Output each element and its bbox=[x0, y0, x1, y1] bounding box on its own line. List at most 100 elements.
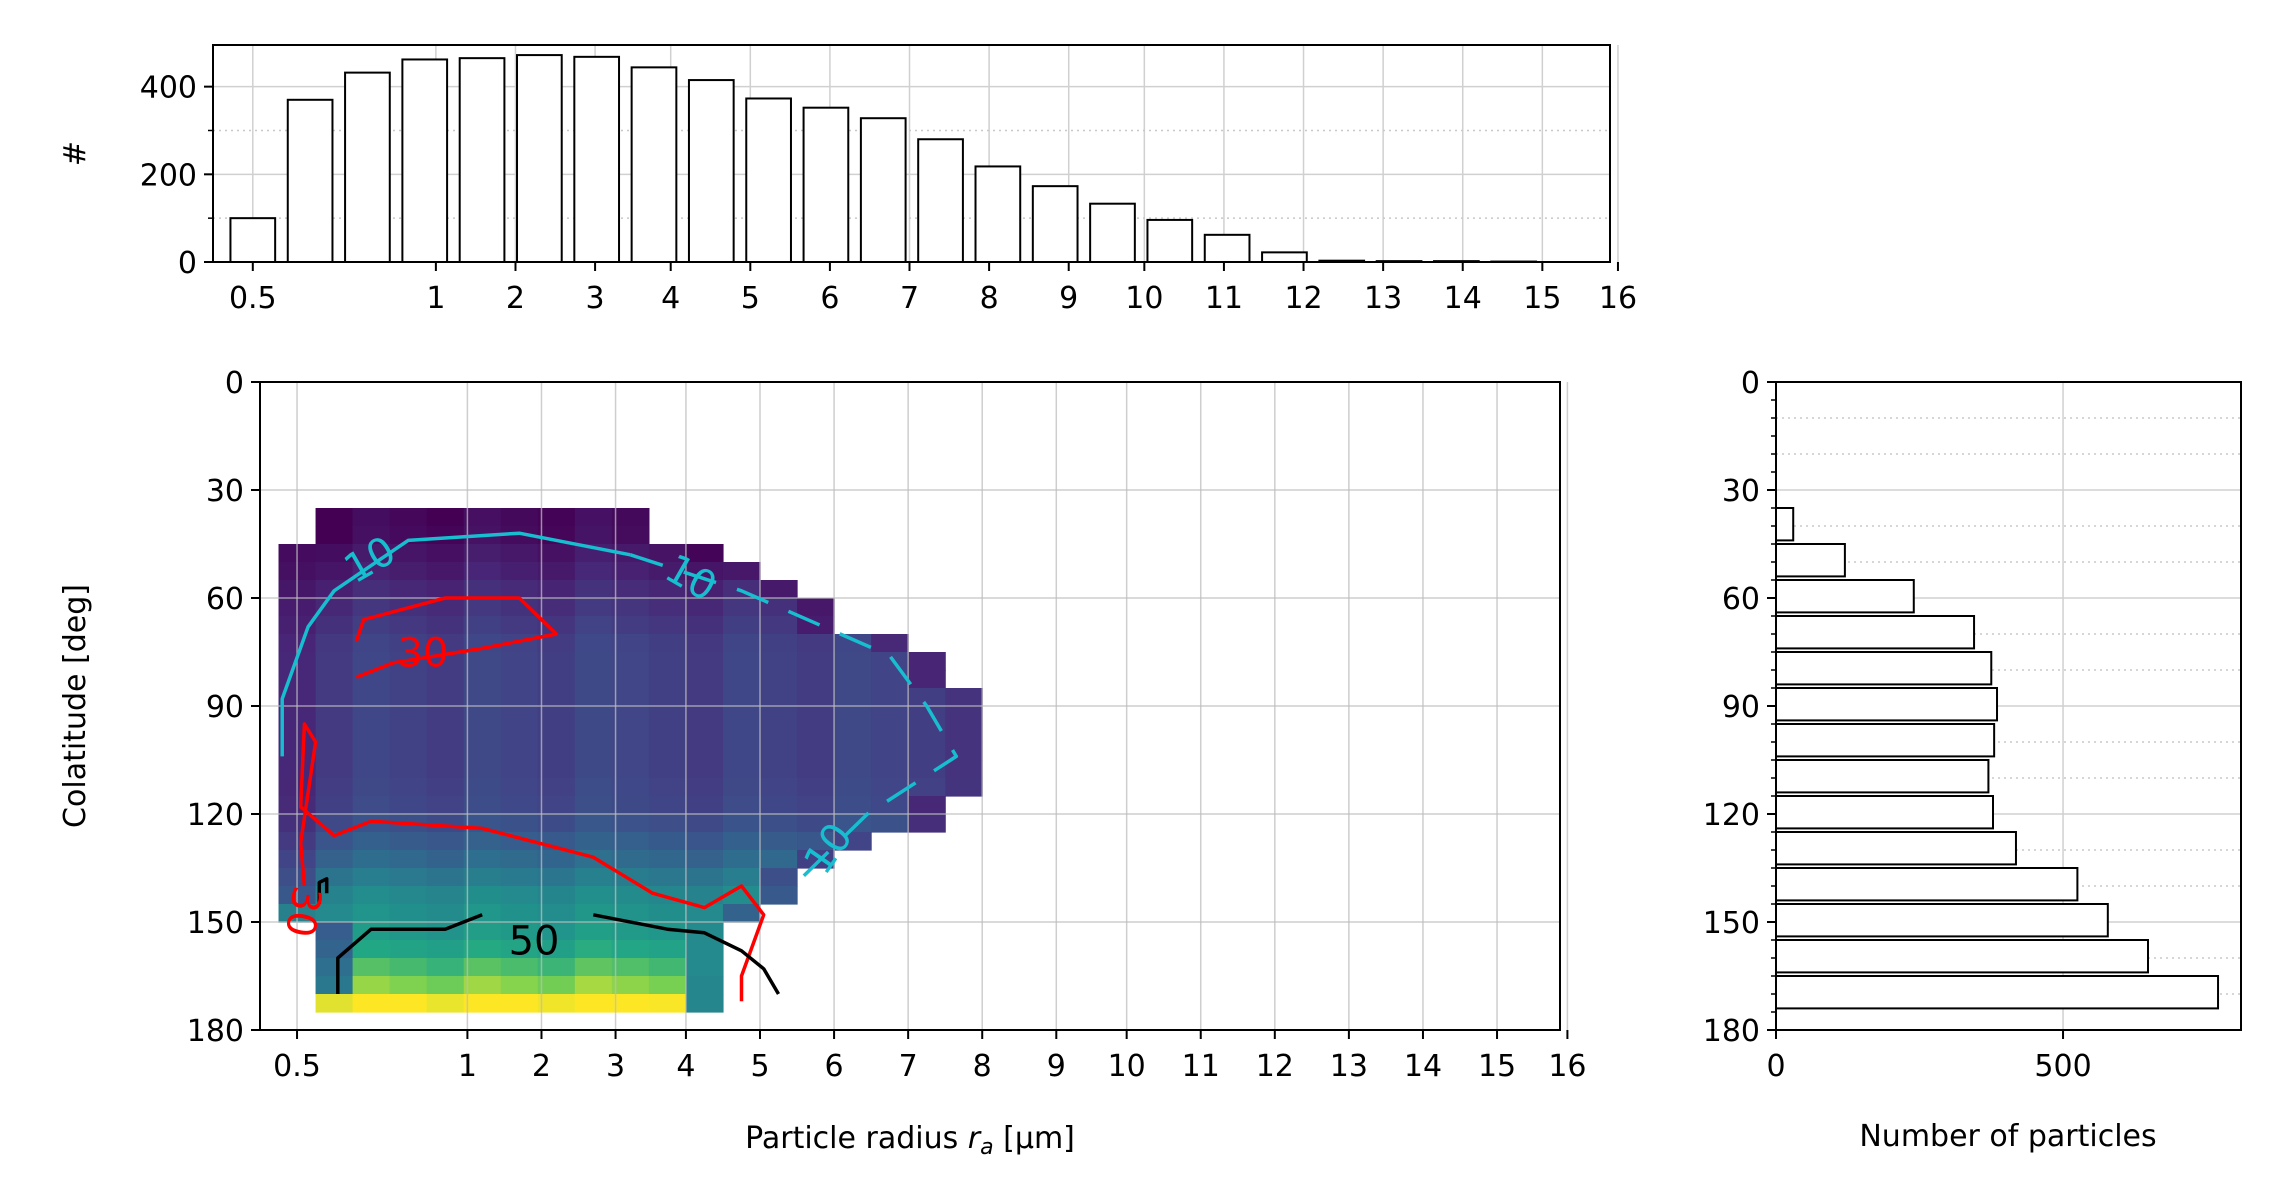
heatmap-cell bbox=[389, 562, 428, 581]
heatmap-cell bbox=[537, 508, 576, 527]
heatmap-cell bbox=[648, 850, 687, 869]
heatmap-cell bbox=[611, 580, 650, 599]
heatmap-cell bbox=[389, 904, 428, 923]
heatmap-cell bbox=[574, 706, 613, 725]
right-bar bbox=[1775, 795, 1994, 830]
heatmap-cell bbox=[315, 742, 354, 761]
heatmap-cell bbox=[389, 688, 428, 707]
contour-line-30 bbox=[317, 877, 329, 904]
heatmap-cell bbox=[463, 832, 502, 851]
heatmap-cell bbox=[722, 562, 761, 581]
heatmap-cell bbox=[537, 724, 576, 743]
heatmap-cell bbox=[352, 868, 391, 887]
heatmap-cell bbox=[797, 652, 835, 671]
contour-line-10 bbox=[629, 553, 959, 881]
right-bar bbox=[1775, 939, 2149, 974]
heatmap-cell bbox=[611, 526, 650, 545]
heatmap-cell bbox=[574, 598, 613, 617]
heatmap-cell bbox=[760, 580, 798, 599]
heatmap-cell bbox=[315, 616, 354, 635]
main-x-tick-label: 6 bbox=[825, 1049, 844, 1084]
contour-line-10 bbox=[280, 531, 631, 757]
heatmap-cell bbox=[500, 778, 539, 797]
heatmap-cell bbox=[500, 508, 539, 527]
heatmap-cell bbox=[797, 796, 835, 815]
top-bar bbox=[1203, 233, 1251, 264]
heatmap-cell bbox=[500, 760, 539, 779]
heatmap-cell bbox=[722, 904, 761, 923]
heatmap-cell bbox=[648, 940, 687, 959]
heatmap-cell bbox=[352, 814, 391, 833]
heatmap-cell bbox=[722, 796, 761, 815]
contour-label: 30 bbox=[398, 631, 449, 677]
heatmap-cell bbox=[908, 814, 946, 833]
heatmap-cell bbox=[352, 526, 391, 545]
top-y-tick-label: 0 bbox=[178, 246, 197, 281]
heatmap-cell bbox=[315, 922, 354, 941]
top-bar bbox=[630, 66, 678, 263]
right-bar bbox=[1775, 975, 2220, 1010]
heatmap-cell bbox=[760, 634, 798, 653]
top-x-tick-label: 14 bbox=[1444, 281, 1482, 316]
right-bar bbox=[1775, 579, 1915, 614]
heatmap-cell bbox=[871, 796, 909, 815]
heatmap-cell bbox=[611, 598, 650, 617]
right-bar bbox=[1775, 759, 1990, 794]
heatmap-cell bbox=[722, 688, 761, 707]
heatmap-cell bbox=[537, 688, 576, 707]
heatmap-cell bbox=[611, 760, 650, 779]
top-bar bbox=[401, 58, 449, 264]
heatmap-cell bbox=[648, 688, 687, 707]
heatmap-cell bbox=[611, 850, 650, 869]
heatmap-cell bbox=[574, 670, 613, 689]
heatmap-cell bbox=[797, 706, 835, 725]
heatmap-cell bbox=[574, 508, 613, 527]
heatmap-cell bbox=[722, 670, 761, 689]
top-x-tick-label: 7 bbox=[900, 281, 919, 316]
heatmap-cell bbox=[500, 796, 539, 815]
top-y-tick-label: 200 bbox=[140, 158, 197, 193]
heatmap-cell bbox=[797, 760, 835, 779]
main-x-tick-label: 2 bbox=[532, 1049, 551, 1084]
heatmap-cell bbox=[834, 688, 872, 707]
contour-line-30 bbox=[298, 722, 766, 1002]
top-x-tick-label: 9 bbox=[1059, 281, 1078, 316]
heatmap-cell bbox=[463, 688, 502, 707]
heatmap-cell bbox=[352, 850, 391, 869]
heatmap-cell bbox=[315, 976, 354, 995]
heatmap-cell bbox=[315, 544, 354, 563]
right-y-tick-label: 30 bbox=[1722, 474, 1760, 509]
heatmap-cell bbox=[426, 976, 465, 995]
heatmap-cell bbox=[537, 598, 576, 617]
heatmap-cell bbox=[389, 724, 428, 743]
heatmap-cell bbox=[574, 868, 613, 887]
heatmap-cell bbox=[797, 688, 835, 707]
heatmap-cell bbox=[611, 976, 650, 995]
main-y-tick-label: 120 bbox=[187, 798, 244, 833]
heatmap-cell bbox=[315, 688, 354, 707]
heatmap-cell bbox=[574, 562, 613, 581]
right-y-tick-label: 180 bbox=[1703, 1014, 1760, 1049]
heatmap-cell bbox=[500, 706, 539, 725]
heatmap-cell bbox=[463, 598, 502, 617]
heatmap-cell bbox=[426, 796, 465, 815]
top-bar bbox=[687, 79, 735, 263]
top-bar bbox=[1089, 202, 1136, 263]
heatmap-cell bbox=[648, 904, 687, 923]
right-x-tick-label: 500 bbox=[2034, 1049, 2091, 1084]
right-y-tick-label: 60 bbox=[1722, 582, 1760, 617]
heatmap-cell bbox=[834, 652, 872, 671]
heatmap-cell bbox=[389, 868, 428, 887]
heatmap-cell bbox=[611, 724, 650, 743]
heatmap-cell bbox=[500, 742, 539, 761]
heatmap-cell bbox=[574, 760, 613, 779]
main-y-axis-label: Colatitude [deg] bbox=[58, 584, 93, 828]
heatmap-cell bbox=[463, 976, 502, 995]
heatmap-cell bbox=[500, 580, 539, 599]
heatmap-cell bbox=[537, 760, 576, 779]
heatmap-cell bbox=[463, 670, 502, 689]
top-bar bbox=[1146, 218, 1194, 263]
heatmap-cell bbox=[685, 814, 724, 833]
